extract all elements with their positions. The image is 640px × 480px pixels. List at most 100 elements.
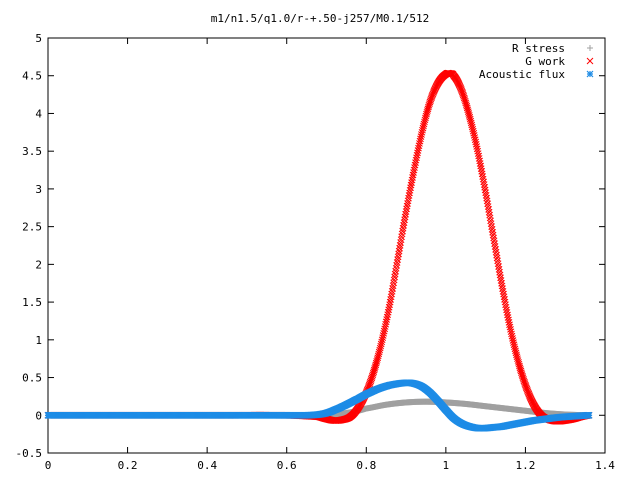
data-point <box>510 341 518 349</box>
data-point <box>469 127 477 135</box>
data-point <box>422 114 429 122</box>
data-point <box>514 355 521 363</box>
data-point <box>500 293 508 301</box>
data-point <box>385 303 393 311</box>
legend-label: R stress <box>512 42 565 55</box>
data-point <box>501 296 508 303</box>
data-point <box>466 115 474 123</box>
data-point <box>406 186 414 194</box>
y-tick-label: 3 <box>35 183 42 196</box>
y-tick-label: 0.5 <box>22 372 42 385</box>
data-point <box>477 165 485 172</box>
data-point <box>419 126 426 134</box>
data-point <box>513 353 521 361</box>
data-point <box>478 170 486 178</box>
data-point <box>483 194 490 202</box>
data-point <box>403 205 410 213</box>
data-point <box>386 298 394 306</box>
data-point <box>403 202 411 210</box>
legend-marker <box>586 70 594 78</box>
data-point <box>404 200 411 207</box>
data-point <box>502 303 510 311</box>
data-point <box>374 354 382 362</box>
data-point <box>478 167 486 175</box>
data-point <box>497 274 504 282</box>
data-point <box>503 306 510 314</box>
legend-label: G work <box>525 55 565 68</box>
y-tick-label: 4 <box>35 107 42 120</box>
data-point <box>402 210 409 218</box>
data-point <box>422 112 430 120</box>
data-point <box>480 181 488 188</box>
chart-title: m1/n1.5/q1.0/r-+.50-j257/M0.1/512 <box>211 12 430 25</box>
data-point <box>469 125 477 133</box>
data-point <box>481 183 489 191</box>
plot-frame <box>47 37 606 454</box>
data-point <box>418 128 426 136</box>
data-point <box>421 118 428 126</box>
data-point <box>418 131 425 138</box>
data-point <box>480 178 488 186</box>
data-point <box>513 351 520 359</box>
data-point <box>511 345 519 353</box>
series-g-work <box>44 69 593 425</box>
y-tick-label: 1 <box>35 334 42 347</box>
data-point <box>479 175 487 183</box>
y-tick-label: 5 <box>35 32 42 45</box>
data-point <box>387 296 395 303</box>
data-point <box>498 282 506 290</box>
data-point <box>511 343 518 351</box>
data-point <box>476 160 484 167</box>
data-point <box>401 213 409 221</box>
data-point <box>375 350 383 358</box>
x-tick-label: 0 <box>45 459 52 472</box>
data-point <box>503 309 511 316</box>
data-point <box>409 174 416 181</box>
data-point <box>407 181 415 189</box>
data-point <box>501 298 509 306</box>
data-point <box>401 216 408 224</box>
x-tick-label: 0.6 <box>277 459 297 472</box>
y-tick-label: -0.5 <box>16 447 43 460</box>
data-point <box>421 116 429 124</box>
data-point <box>376 344 384 352</box>
data-point <box>482 192 490 199</box>
data-point <box>387 293 395 301</box>
data-point <box>512 347 519 355</box>
y-tick-label: 3.5 <box>22 145 42 158</box>
data-point <box>502 301 509 309</box>
data-point <box>377 340 385 348</box>
data-point <box>467 117 475 125</box>
data-point <box>585 411 593 419</box>
legend-marker <box>587 45 593 51</box>
data-point <box>402 208 410 215</box>
data-point <box>467 119 475 127</box>
data-point <box>499 287 507 295</box>
data-point <box>498 279 505 287</box>
data-point <box>496 271 504 279</box>
data-point <box>375 348 383 356</box>
x-tick-label: 0.2 <box>118 459 138 472</box>
x-tick-label: 1.2 <box>515 459 535 472</box>
y-tick-label: 4.5 <box>22 70 42 83</box>
data-point <box>482 189 489 197</box>
data-point <box>373 356 381 363</box>
data-point <box>466 113 474 121</box>
data-point <box>419 124 427 132</box>
legend-label: Acoustic flux <box>479 68 565 81</box>
y-tick-label: 2.5 <box>22 221 42 234</box>
x-tick-label: 0.4 <box>197 459 217 472</box>
data-point <box>408 179 415 186</box>
data-point <box>374 352 382 360</box>
data-point <box>385 306 393 314</box>
data-point <box>476 157 484 165</box>
data-point <box>510 339 517 347</box>
data-point <box>465 111 473 119</box>
data-point <box>512 349 520 357</box>
data-point <box>384 308 392 316</box>
data-point <box>477 162 485 170</box>
data-point <box>420 120 428 128</box>
x-tick-label: 0.8 <box>356 459 376 472</box>
x-tick-label: 1 <box>443 459 450 472</box>
